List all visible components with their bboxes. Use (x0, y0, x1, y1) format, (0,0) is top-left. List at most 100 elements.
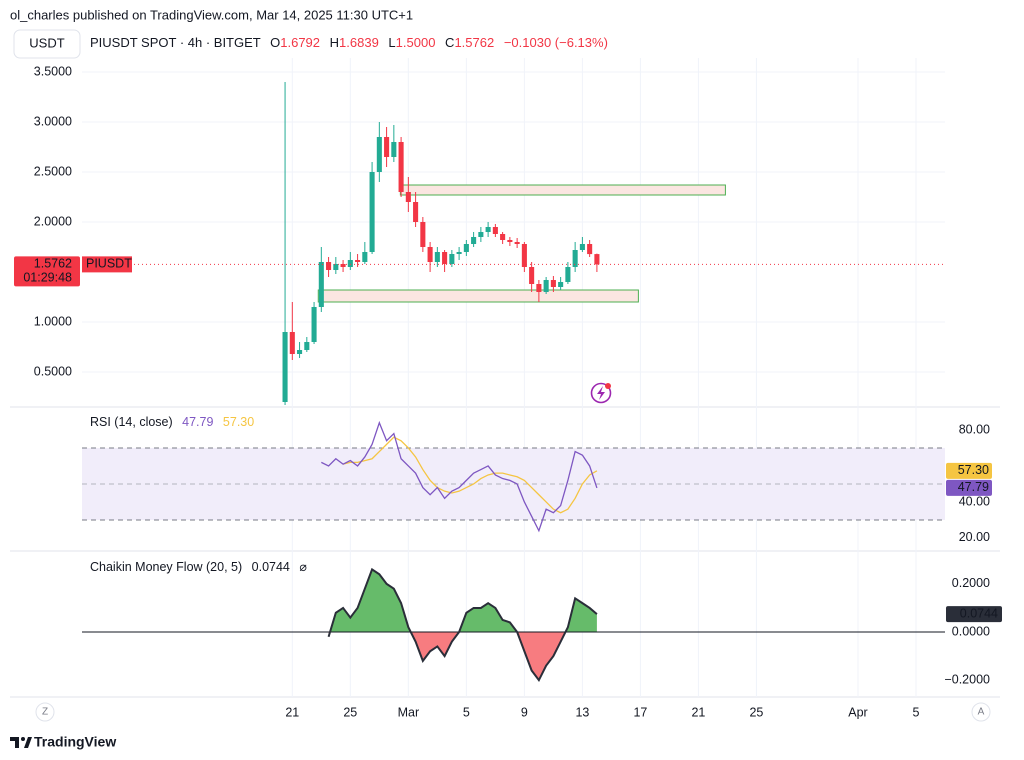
rsi-line (342, 436, 598, 514)
zone (399, 184, 726, 196)
publisher: ol_charles published on TradingView.com,… (10, 7, 413, 22)
y-tick-label: 0.0000 (952, 624, 990, 638)
logo-mark (21, 737, 25, 741)
candle-body (398, 142, 404, 192)
rsi-line (321, 420, 598, 533)
y-tick-label: 3.0000 (34, 114, 72, 128)
candle-body (333, 264, 339, 270)
currency-button[interactable] (13, 29, 81, 59)
x-tick-label: Apr (848, 705, 867, 719)
cmf-title: Chaikin Money Flow (20, 5) (90, 560, 242, 574)
icon-bolt[interactable] (597, 386, 605, 400)
candle-body (304, 342, 310, 350)
last-price-box (14, 256, 80, 287)
candle-body (456, 252, 462, 254)
readout-box (946, 462, 992, 479)
candle-body (347, 260, 353, 267)
scale-button[interactable] (35, 702, 55, 722)
candle-body (529, 267, 535, 284)
candle-body (492, 227, 498, 234)
rsi-legend: RSI (14, close) 47.79 57.30 (90, 415, 254, 429)
rsi-band (82, 447, 945, 520)
cmf-fill-positive (330, 569, 597, 633)
candle-body (391, 142, 397, 157)
candle-body (550, 280, 556, 287)
candle-body (376, 137, 382, 172)
x-tick-label: 21 (285, 705, 299, 719)
logo-mark (24, 737, 32, 748)
candle-body (405, 192, 411, 202)
y-tick-label: 2.0000 (34, 214, 72, 228)
readout-label: 0.0744 (960, 606, 998, 620)
x-tick-label: 21 (691, 705, 705, 719)
readout-box (946, 479, 992, 496)
y-tick-label: 0.5000 (34, 364, 72, 378)
candle-body (297, 350, 303, 354)
symbol: PIUSDT SPOT · 4h · BITGET (90, 35, 261, 50)
candle-body (369, 172, 375, 252)
y-tick-label: 2.5000 (34, 164, 72, 178)
readout-box (946, 606, 1002, 623)
last-price-label: 1.5762 (34, 257, 72, 271)
cmf-symbol: ⌀ (299, 560, 307, 574)
candle-body (282, 332, 288, 402)
high-label: H (330, 35, 339, 50)
ohlc-legend: PIUSDT SPOT · 4h · BITGET O1.6792 H1.683… (90, 35, 608, 50)
y-tick-label: 40.00 (959, 494, 990, 508)
readout-label: 57.30 (958, 463, 989, 477)
icon-dot[interactable] (605, 383, 611, 389)
low: 1.5000 (396, 35, 436, 50)
x-tick-label: 9 (521, 705, 528, 719)
candle-body (427, 247, 433, 262)
candle-body (434, 252, 440, 262)
lightning-icon[interactable] (590, 382, 612, 404)
candle-body (558, 282, 564, 287)
x-tick-label: 25 (343, 705, 357, 719)
candle-body (384, 137, 390, 157)
candle-body (326, 262, 332, 270)
scale-button-label[interactable]: Z (42, 707, 48, 718)
y-tick-label: 3.5000 (34, 64, 72, 78)
rsi-title: RSI (14, close) (90, 415, 173, 429)
cmf-value: 0.0744 (252, 560, 290, 574)
symbol-box (82, 256, 132, 273)
candle-body (311, 307, 317, 342)
scale-button[interactable] (971, 702, 991, 722)
candle-body (413, 202, 419, 222)
candle-body (362, 252, 368, 262)
candle-body (478, 232, 484, 237)
candle-body (449, 254, 455, 264)
x-tick-label: 13 (575, 705, 589, 719)
x-tick-label: 5 (913, 705, 920, 719)
close: 1.5762 (454, 35, 494, 50)
logo-mark (10, 737, 19, 748)
y-tick-label: 0.2000 (952, 576, 990, 590)
candle-body (420, 222, 426, 247)
x-tick-label: Mar (398, 705, 420, 719)
y-tick-label: −0.2000 (944, 672, 990, 686)
candle-body (536, 284, 542, 292)
candle-body (471, 237, 477, 244)
symbol-label: PIUSDT (86, 257, 132, 271)
open-label: O (270, 35, 280, 50)
y-tick-label: 1.0000 (34, 314, 72, 328)
countdown: 01:29:48 (23, 271, 72, 285)
rsi-ma-value: 57.30 (223, 415, 254, 429)
candle-body (355, 260, 361, 262)
cmf-fill-negative (328, 632, 597, 681)
currency[interactable]: USDT (29, 35, 64, 50)
open: 1.6792 (280, 35, 320, 50)
x-tick-label: 17 (633, 705, 647, 719)
candle-body (485, 227, 491, 232)
x-tick-label: 25 (749, 705, 763, 719)
candle-body (521, 244, 527, 267)
candle-body (514, 242, 520, 244)
candle-body (565, 267, 571, 282)
low-label: L (388, 35, 395, 50)
candle-body (579, 244, 585, 250)
candle-body (507, 240, 513, 242)
scale-button-label[interactable]: A (978, 707, 985, 718)
candle-body (543, 280, 549, 292)
